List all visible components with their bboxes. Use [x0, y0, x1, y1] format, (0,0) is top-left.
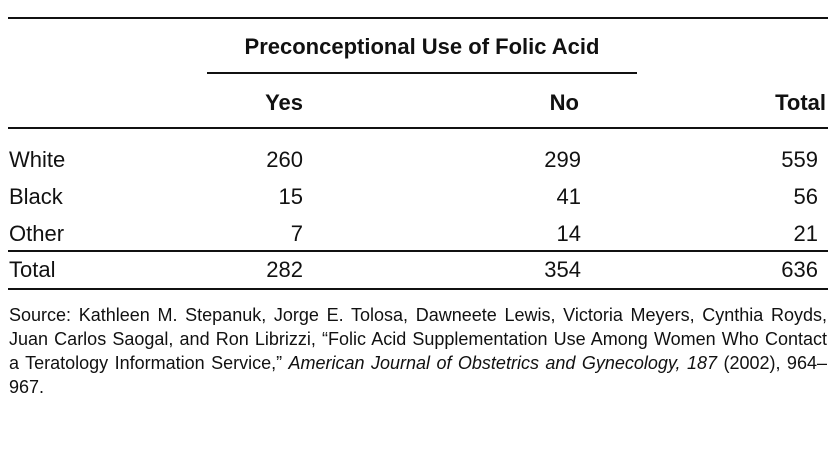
cell-total: 56 [793, 184, 818, 209]
spanning-heading-rule [207, 72, 637, 74]
cell-no: 14 [556, 221, 581, 246]
column-header-no: No [549, 90, 579, 115]
total-no: 354 [544, 257, 581, 282]
column-header-yes: Yes [265, 90, 303, 115]
cell-total: 559 [781, 147, 818, 172]
row-label: Black [9, 184, 63, 209]
total-label: Total [9, 257, 56, 282]
header-rule [8, 127, 828, 129]
table-bottom-rule [8, 288, 828, 290]
column-header-total: Total [775, 90, 826, 115]
table-top-rule [8, 17, 828, 19]
source-journal: American Journal of Obstetrics and Gynec… [288, 353, 718, 373]
cell-yes: 15 [278, 184, 303, 209]
source-citation-text: Source: Kathleen M. Stepanuk, Jorge E. T… [9, 305, 827, 373]
total-total: 636 [781, 257, 818, 282]
total-rule [8, 250, 828, 252]
source-pages: (2002), 964–967. [9, 353, 827, 397]
total-yes: 282 [266, 257, 303, 282]
source-paragraph: Source: Kathleen M. Stepanuk, Jorge E. T… [9, 303, 827, 399]
spanning-column-heading: Preconceptional Use of Folic Acid [244, 34, 600, 59]
cell-no: 299 [544, 147, 581, 172]
row-label: Other [9, 221, 65, 246]
cell-no: 41 [556, 184, 581, 209]
row-label: White [9, 147, 66, 172]
cell-total: 21 [793, 221, 818, 246]
source-note: Source: Kathleen M. Stepanuk, Jorge E. T… [9, 303, 827, 399]
cell-yes: 7 [290, 221, 303, 246]
cell-yes: 260 [266, 147, 303, 172]
